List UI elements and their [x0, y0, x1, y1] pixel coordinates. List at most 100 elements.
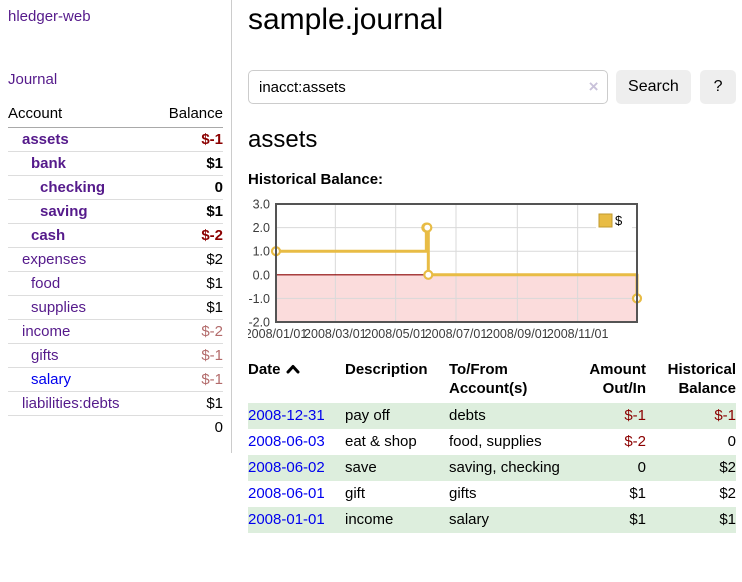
x-tick-label: 2008/11/01 [547, 327, 609, 340]
register-amount-cell: $1 [629, 485, 646, 502]
account-name-cell: gifts [8, 343, 153, 368]
account-row: assets $-1 [8, 127, 223, 152]
help-button[interactable]: ? [700, 70, 737, 104]
register-balance-cell: $2 [719, 459, 736, 476]
register-description-cell: eat & shop [345, 433, 417, 450]
register-date-cell: 2008-12-31 [248, 403, 345, 429]
register-accounts-cell: debts [449, 407, 486, 424]
transaction-date-link[interactable]: 2008-06-02 [248, 459, 325, 476]
register-balance-cell: $-1 [714, 407, 736, 424]
register-date-cell: 2008-06-01 [248, 481, 345, 507]
y-tick-label: 0.0 [253, 268, 270, 282]
transaction-date-link[interactable]: 2008-06-01 [248, 485, 325, 502]
account-link-bank[interactable]: bank [31, 155, 67, 172]
register-amount-cell: $-2 [624, 433, 646, 450]
register-row: 2008-06-02 save saving, checking 0 $2 [248, 455, 736, 481]
account-balance: $1 [152, 295, 223, 320]
register-description-cell: gift [345, 485, 366, 502]
register-date-cell: 2008-06-03 [248, 429, 345, 455]
account-link-gifts[interactable]: gifts [31, 347, 59, 364]
clear-search-icon[interactable]: × [588, 77, 599, 96]
page-title: sample.journal [248, 3, 444, 36]
account-row: income $-2 [8, 319, 223, 344]
register-date-cell: 2008-06-02 [248, 455, 345, 481]
sidebar-item-journal[interactable]: Journal [8, 71, 58, 88]
account-balance: $1 [152, 391, 223, 416]
account-balance: $-1 [152, 127, 223, 152]
transaction-date-link[interactable]: 2008-12-31 [248, 407, 325, 424]
accounts-total-row: 0 [8, 415, 223, 439]
account-name-cell: bank [8, 151, 153, 176]
app-title-link[interactable]: hledger-web [8, 8, 91, 25]
account-link-saving[interactable]: saving [40, 203, 88, 220]
main-panel: sample.journal × Search ? assets Histori… [248, 0, 737, 533]
accounts-header-row: Account Balance [8, 103, 223, 128]
register-table: Date Description To/From Account(s) Amou… [248, 358, 736, 533]
account-balance: $-2 [152, 223, 223, 248]
account-name-cell: expenses [8, 247, 153, 272]
account-name-cell: cash [8, 223, 153, 248]
account-name-cell: income [8, 319, 153, 344]
register-accounts-cell: gifts [449, 485, 477, 502]
search-button[interactable]: Search [615, 70, 692, 104]
search-input[interactable] [248, 70, 608, 104]
account-link-income[interactable]: income [22, 323, 71, 340]
account-link-supplies[interactable]: supplies [31, 299, 87, 316]
x-tick-label: 2008/01/01 [248, 327, 307, 340]
sort-asc-icon [286, 360, 300, 379]
account-balance: $-1 [152, 367, 223, 392]
y-tick-label: -1.0 [248, 292, 270, 306]
account-link-checking[interactable]: checking [40, 179, 106, 196]
account-link-assets[interactable]: assets [22, 131, 69, 148]
accounts-total-spacer [8, 415, 153, 439]
account-row: cash $-2 [8, 223, 223, 248]
sidebar-nav: Journal [8, 71, 223, 88]
sidebar: hledger-web Journal Account Balance asse… [0, 0, 232, 453]
account-name-cell: supplies [8, 295, 153, 320]
account-balance: $-2 [152, 319, 223, 344]
accounts-total-value: 0 [152, 415, 223, 439]
accounts-table-body: assets $-1 bank $1 checking 0 saving $1 cash $-2 e… [8, 127, 223, 416]
accounts-table: Account Balance assets $-1 bank $1 checking 0… [8, 103, 223, 439]
y-tick-label: 1.0 [253, 245, 270, 259]
account-link-food[interactable]: food [31, 275, 61, 292]
register-accounts-cell: salary [449, 511, 490, 528]
account-balance: $-1 [152, 343, 223, 368]
accounts-header-balance: Balance [152, 103, 223, 128]
transaction-date-link[interactable]: 2008-06-03 [248, 433, 325, 450]
register-header-date[interactable]: Date [248, 358, 345, 403]
register-accounts-cell: saving, checking [449, 459, 560, 476]
account-heading: assets [248, 126, 318, 153]
account-row: gifts $-1 [8, 343, 223, 368]
account-row: salary $-1 [8, 367, 223, 392]
account-link-expenses[interactable]: expenses [22, 251, 87, 268]
register-description-cell: pay off [345, 407, 390, 424]
register-header-amount: Amount Out/In [589, 361, 646, 397]
account-row: checking 0 [8, 175, 223, 200]
y-tick-label: -2.0 [248, 316, 270, 330]
account-link-salary[interactable]: salary [31, 371, 72, 388]
register-amount-cell: $-1 [624, 407, 646, 424]
register-balance-cell: $1 [719, 511, 736, 528]
register-header-accounts: To/From Account(s) [449, 361, 528, 397]
historical-balance-chart[interactable]: 3.0 2.0 1.0 0.0 -1.0 -2.02008/01/012008/03/01… [248, 196, 660, 340]
data-point-marker [423, 269, 434, 280]
register-row: 2008-12-31 pay off debts $-1 $-1 [248, 403, 736, 429]
register-row: 2008-06-01 gift gifts $1 $2 [248, 481, 736, 507]
register-table-body: 2008-12-31 pay off debts $-1 $-1 2008-06-03 ea… [248, 403, 736, 533]
x-tick-label: 2008/07/01 [425, 327, 488, 340]
account-link-liabilities-debts[interactable]: liabilities:debts [22, 395, 120, 412]
y-tick-label: 2.0 [253, 221, 270, 235]
account-row: food $1 [8, 271, 223, 296]
register-row: 2008-06-03 eat & shop food, supplies $-2 0 [248, 429, 736, 455]
account-balance: $2 [152, 247, 223, 272]
register-balance-cell: $2 [719, 485, 736, 502]
transaction-date-link[interactable]: 2008-01-01 [248, 511, 325, 528]
register-amount-cell: 0 [637, 459, 646, 476]
account-row: expenses $2 [8, 247, 223, 272]
account-link-cash[interactable]: cash [31, 227, 66, 244]
register-amount-cell: $1 [629, 511, 646, 528]
account-name-cell: food [8, 271, 153, 296]
register-row: 2008-01-01 income salary $1 $1 [248, 507, 736, 533]
account-balance: $1 [152, 151, 223, 176]
